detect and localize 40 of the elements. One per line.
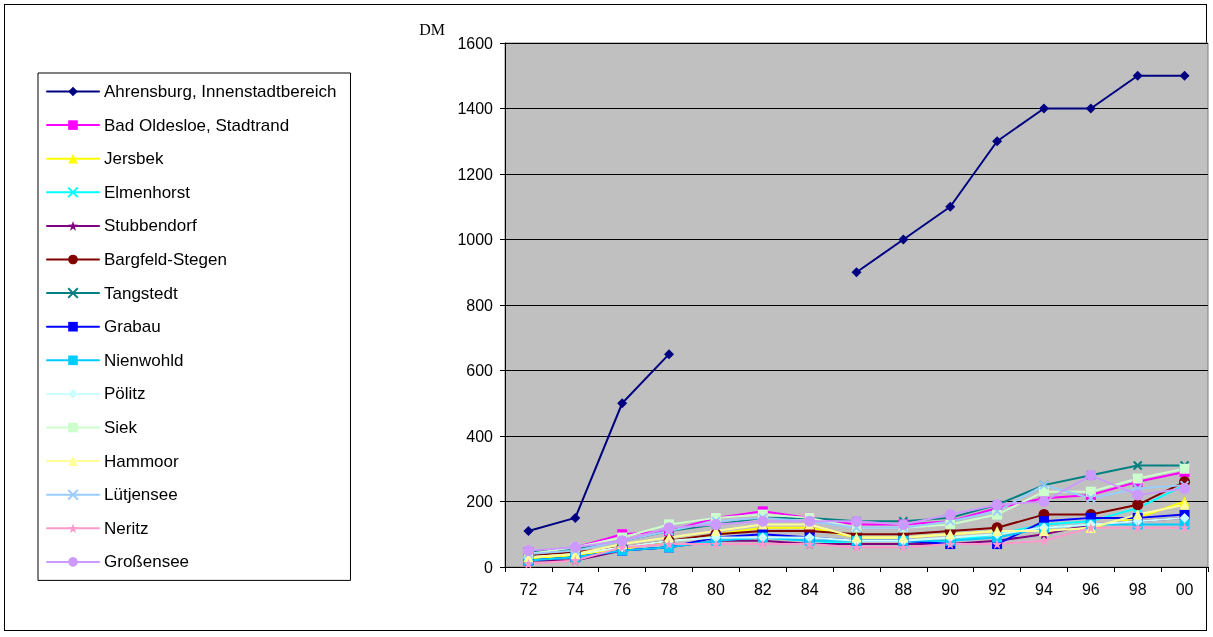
legend-label: Bad Oldesloe, Stadtrand — [104, 115, 290, 135]
x-tick-label: 94 — [1035, 580, 1053, 598]
legend-label: Ahrensburg, Innenstadtbereich — [104, 82, 337, 101]
x-tick-label: 90 — [941, 580, 960, 598]
x-tick-label: 76 — [613, 580, 632, 598]
y-tick-label: 600 — [466, 362, 494, 379]
x-tick-label: 00 — [1175, 580, 1194, 598]
x-tick-label: 92 — [988, 580, 1007, 598]
legend-label: Grabau — [104, 317, 161, 337]
legend-label: Jersbek — [104, 149, 165, 169]
y-tick-label: 200 — [466, 493, 494, 510]
legend-label: Bargfeld-Stegen — [104, 250, 227, 269]
legend-label: Nienwohld — [104, 350, 184, 370]
y-axis-title: DM — [419, 20, 445, 38]
legend-label: Großensee — [104, 552, 190, 572]
y-tick-label: 800 — [466, 296, 494, 314]
legend-label: Siek — [104, 418, 138, 437]
y-tick-label: 1600 — [457, 34, 494, 52]
legend-label: Neritz — [104, 518, 149, 538]
x-tick-label: 74 — [566, 580, 585, 598]
x-tick-label: 78 — [660, 580, 679, 598]
legend-label: Tangstedt — [104, 283, 178, 303]
legend-label: Pölitz — [104, 384, 146, 404]
y-tick-label: 1000 — [457, 231, 494, 248]
y-tick-label: 400 — [466, 427, 494, 445]
x-tick-label: 72 — [519, 580, 538, 598]
x-tick-label: 88 — [894, 580, 913, 598]
legend-label: Stubbendorf — [104, 216, 197, 236]
y-tick-label: 0 — [484, 558, 494, 576]
x-tick-label: 80 — [707, 580, 725, 598]
legend-label: Hammoor — [104, 451, 179, 471]
x-tick-label: 82 — [753, 580, 772, 598]
x-tick-label: 86 — [847, 580, 866, 598]
x-tick-label: 98 — [1128, 580, 1147, 598]
legend-label: Lütjensee — [104, 485, 178, 505]
y-tick-label: 1200 — [457, 165, 494, 183]
legend-label: Elmenhorst — [104, 182, 191, 202]
x-tick-label: 84 — [800, 580, 819, 598]
y-tick-label: 1400 — [457, 100, 494, 117]
x-tick-label: 96 — [1081, 580, 1100, 598]
